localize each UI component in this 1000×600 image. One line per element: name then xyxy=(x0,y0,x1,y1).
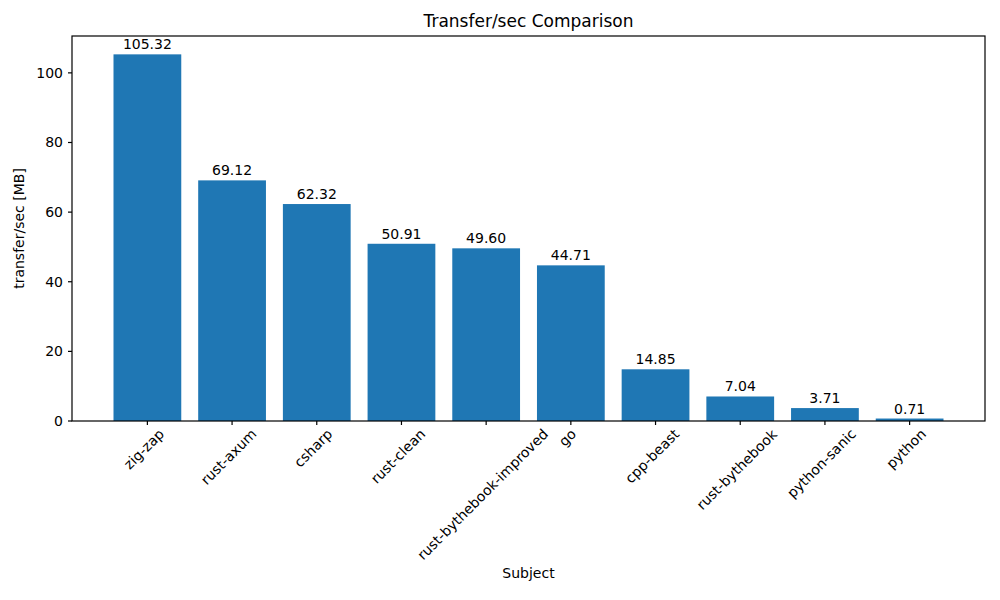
y-tick-label: 20 xyxy=(45,343,63,359)
bar xyxy=(622,369,690,421)
bar xyxy=(283,204,351,421)
bar xyxy=(452,248,520,421)
bar xyxy=(198,180,266,421)
bar-value-label: 44.71 xyxy=(551,247,591,263)
bar-value-label: 50.91 xyxy=(381,226,421,242)
bar xyxy=(791,408,859,421)
bar xyxy=(368,244,436,421)
bar-value-label: 0.71 xyxy=(894,401,925,417)
y-tick-label: 60 xyxy=(45,204,63,220)
bar xyxy=(706,396,774,421)
bar-value-label: 69.12 xyxy=(212,162,252,178)
bar-value-label: 105.32 xyxy=(123,36,172,52)
bar-value-label: 3.71 xyxy=(809,390,840,406)
y-tick-label: 40 xyxy=(45,274,63,290)
bar xyxy=(537,265,605,421)
bar-value-label: 7.04 xyxy=(725,378,756,394)
chart-title: Transfer/sec Comparison xyxy=(423,11,634,31)
x-axis-label: Subject xyxy=(502,565,555,581)
bar-value-label: 62.32 xyxy=(297,186,337,202)
bar-value-label: 14.85 xyxy=(635,351,675,367)
y-axis-label: transfer/sec [MB] xyxy=(11,168,27,289)
y-tick-label: 0 xyxy=(54,413,63,429)
bar-chart-figure: 020406080100zig-zaprust-axumcsharprust-c… xyxy=(0,0,1000,600)
bar-value-label: 49.60 xyxy=(466,230,506,246)
bar-chart-canvas: 020406080100zig-zaprust-axumcsharprust-c… xyxy=(0,0,1000,600)
y-tick-label: 80 xyxy=(45,134,63,150)
y-tick-label: 100 xyxy=(36,65,63,81)
bar xyxy=(114,54,182,421)
